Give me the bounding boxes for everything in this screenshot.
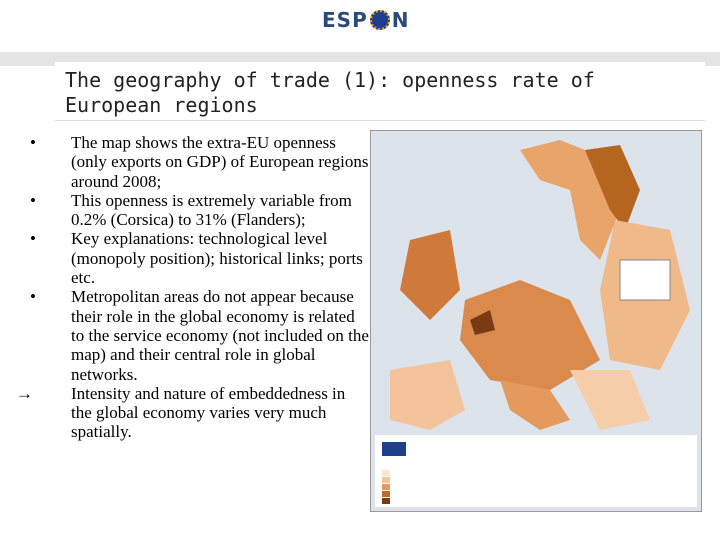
logo-text: N — [391, 8, 410, 32]
bullet-list: • The map shows the extra-EU openness (on… — [16, 133, 370, 442]
arrow-marker: → — [16, 383, 33, 403]
slide-title: The geography of trade (1): openness rat… — [65, 68, 595, 117]
logo-ring — [369, 10, 390, 30]
legend-area — [375, 435, 697, 507]
bullet-marker: • — [30, 229, 36, 249]
legend-swatch — [382, 477, 390, 483]
bullet-text: Key explanations: technological level (m… — [71, 229, 363, 288]
bullet-text: Metropolitan areas do not appear because… — [71, 287, 369, 384]
eu-flag — [382, 442, 406, 456]
region — [500, 380, 570, 430]
legend-swatch — [382, 491, 390, 497]
bullet-marker: • — [30, 133, 36, 152]
region — [570, 370, 650, 430]
title-box — [55, 62, 705, 121]
bullet-marker: • — [30, 287, 36, 307]
legend-swatch — [382, 470, 390, 476]
map — [370, 130, 702, 512]
bullet: • Key explanations: technological level (… — [30, 229, 370, 287]
logo: ESP N — [322, 8, 409, 32]
note-box — [619, 259, 671, 301]
region — [400, 230, 460, 320]
legend-swatch — [382, 498, 390, 504]
region — [460, 280, 600, 390]
bullet: • This openness is extremely variable fro… — [30, 191, 370, 230]
legend-swatch — [382, 484, 390, 490]
region — [470, 310, 495, 335]
bullet-text: This openness is extremely variable from… — [71, 190, 352, 230]
region — [390, 360, 465, 430]
conclusion-text: Intensity and nature of embeddedness in … — [71, 383, 346, 442]
bullet: • The map shows the extra-EU openness (on… — [30, 133, 370, 191]
bullet: • Metropolitan areas do not appear becaus… — [30, 287, 370, 383]
logo-text: ESP — [322, 8, 368, 32]
conclusion: → Intensity and nature of embeddedness in… — [16, 383, 370, 442]
bullet-text: The map shows the extra-EU openness (onl… — [71, 133, 369, 191]
bullet-marker: • — [30, 190, 36, 210]
region — [585, 145, 640, 230]
